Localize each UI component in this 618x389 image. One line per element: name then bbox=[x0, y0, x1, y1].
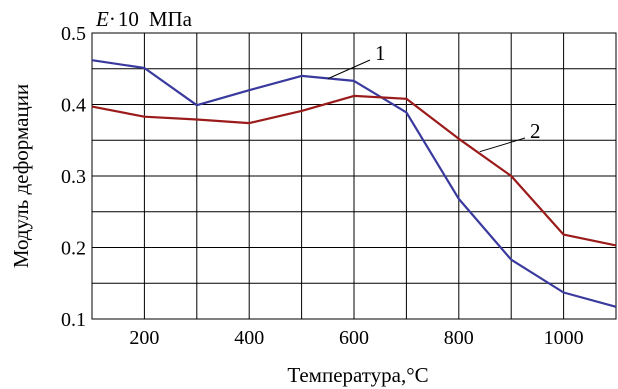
x-tick-label: 400 bbox=[234, 327, 264, 349]
y-tick-label: 0.4 bbox=[61, 95, 86, 117]
unit-symbol: E bbox=[95, 7, 109, 31]
unit-name: МПа bbox=[149, 7, 193, 31]
x-axis-label: Температура,°C bbox=[287, 363, 428, 387]
x-tick-label: 1000 bbox=[544, 327, 584, 349]
callout-leader bbox=[479, 137, 526, 153]
unit-sep: · bbox=[109, 7, 116, 31]
tick-labels: 200 400 600 800 1000 0.1 0.2 0.3 0.4 0.5 bbox=[61, 23, 584, 349]
series-line-1 bbox=[91, 59, 617, 308]
series-line-2 bbox=[91, 94, 617, 247]
y-axis-label: Модуль деформации bbox=[9, 84, 33, 268]
y-tick-label: 0.2 bbox=[61, 238, 86, 260]
y-tick-label: 0.5 bbox=[61, 23, 86, 45]
y-unit-label: E·10 МПа bbox=[95, 7, 193, 31]
y-tick-label: 0.3 bbox=[61, 166, 86, 188]
x-tick-label: 800 bbox=[444, 327, 474, 349]
series-callouts: 12 bbox=[327, 41, 541, 153]
series-lines bbox=[91, 59, 617, 308]
y-tick-label: 0.1 bbox=[61, 309, 86, 331]
callout-leader bbox=[327, 59, 371, 80]
series-label: 2 bbox=[530, 119, 541, 143]
x-tick-label: 200 bbox=[129, 327, 159, 349]
x-tick-label: 600 bbox=[339, 327, 369, 349]
unit-multiplier: 10 bbox=[118, 7, 139, 31]
series-label: 1 bbox=[375, 41, 386, 65]
